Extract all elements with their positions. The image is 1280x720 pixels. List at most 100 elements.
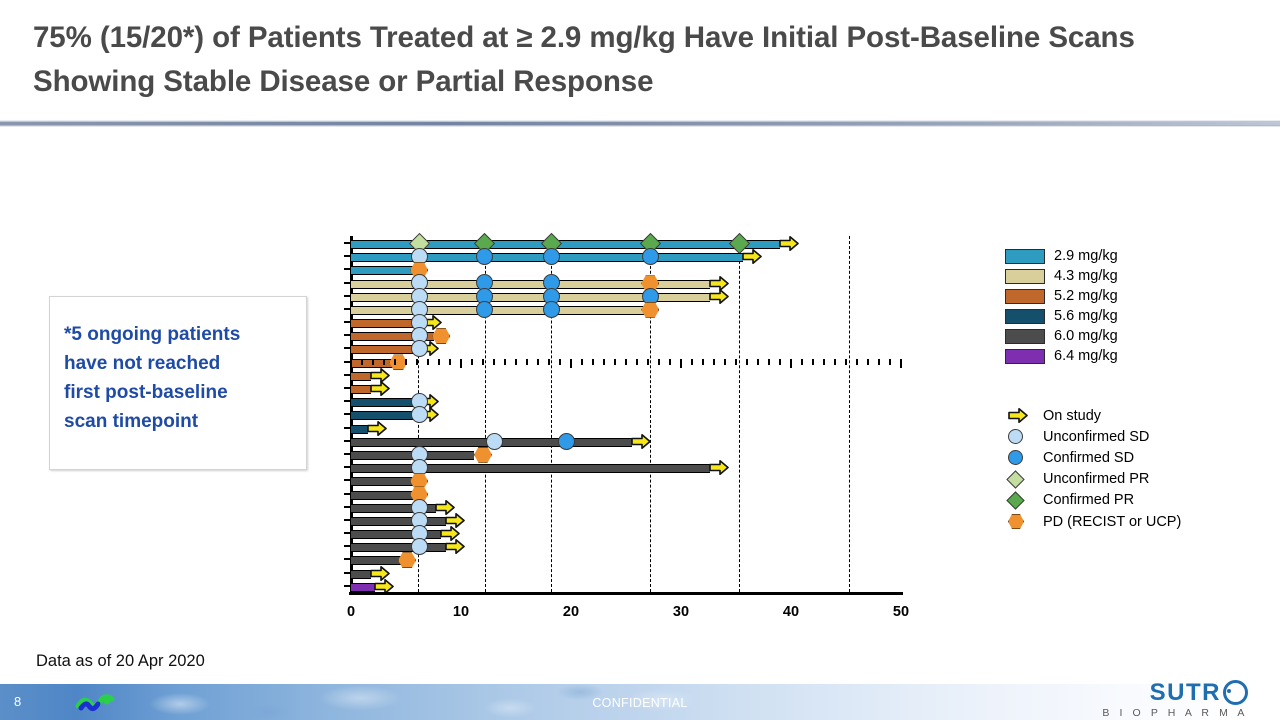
- swimmer-bar-row[interactable]: [344, 473, 901, 490]
- swimmer-bar-row[interactable]: [344, 486, 901, 503]
- gridline: [551, 236, 553, 592]
- swimmer-bar[interactable]: [351, 332, 434, 342]
- swimmer-bar[interactable]: [351, 240, 780, 249]
- swimmer-bar[interactable]: [351, 477, 416, 487]
- symbol-legend-item[interactable]: Confirmed PR: [1006, 490, 1181, 511]
- symbol-legend-item[interactable]: Confirmed SD: [1008, 447, 1181, 468]
- swimmer-bar[interactable]: [351, 266, 414, 276]
- swimmer-bar[interactable]: [351, 398, 421, 408]
- dose-legend-item[interactable]: 5.6 mg/kg: [1005, 306, 1118, 326]
- y-axis-tick: [344, 400, 351, 403]
- swimmer-bar-row[interactable]: [344, 406, 901, 424]
- swimmer-bar-row[interactable]: [344, 327, 901, 345]
- swimmer-bar[interactable]: [351, 503, 436, 513]
- swimmer-bar-row[interactable]: [344, 552, 901, 569]
- dose-legend-item[interactable]: 4.3 mg/kg: [1005, 266, 1118, 286]
- swimmer-bar[interactable]: [351, 569, 371, 579]
- swimmer-bar-row[interactable]: [344, 300, 901, 318]
- symbol-legend-item[interactable]: Unconfirmed PR: [1006, 469, 1181, 490]
- swimmer-bar-row[interactable]: [344, 367, 901, 384]
- x-tick-label: 0: [346, 604, 356, 620]
- swimmer-bar[interactable]: [351, 279, 710, 289]
- response-marker[interactable]: [542, 247, 560, 265]
- swimmer-bar-row[interactable]: [344, 538, 901, 556]
- swimmer-bar[interactable]: [351, 516, 446, 526]
- response-marker[interactable]: [475, 300, 493, 318]
- response-marker[interactable]: [558, 432, 576, 450]
- on-study-arrow-icon: [369, 367, 390, 383]
- swimmer-bar-row[interactable]: [344, 432, 901, 450]
- y-axis-tick: [344, 347, 351, 350]
- swimmer-bar[interactable]: [351, 490, 416, 500]
- symbol-legend-label: PD (RECIST or UCP): [1043, 513, 1182, 530]
- response-marker[interactable]: [485, 432, 503, 450]
- y-axis-tick: [344, 479, 351, 482]
- swimmer-bar[interactable]: [351, 543, 446, 553]
- swimmer-bar[interactable]: [351, 464, 710, 474]
- x-tick: [393, 359, 397, 365]
- dose-legend-item[interactable]: 6.4 mg/kg: [1005, 346, 1118, 366]
- x-tick: [404, 359, 408, 365]
- symbol-legend-item[interactable]: On study: [1008, 405, 1181, 426]
- x-tick: [514, 359, 518, 365]
- swimmer-bar[interactable]: [351, 385, 371, 395]
- symbol-legend-item[interactable]: Unconfirmed SD: [1008, 426, 1181, 447]
- x-tick: [778, 359, 782, 365]
- response-marker[interactable]: [432, 328, 451, 345]
- swimmer-bar[interactable]: [351, 556, 406, 566]
- response-marker[interactable]: [475, 247, 493, 265]
- y-axis-tick: [344, 466, 351, 469]
- swimmer-bar-row[interactable]: [344, 232, 901, 254]
- swimmer-bar[interactable]: [351, 582, 376, 592]
- swimmer-bar-row[interactable]: [344, 247, 901, 265]
- symbol-legend-item[interactable]: PD (RECIST or UCP): [1008, 511, 1181, 532]
- x-tick: [624, 359, 628, 365]
- response-marker[interactable]: [410, 538, 428, 556]
- dose-color-swatch: [1005, 348, 1045, 364]
- dose-legend-item[interactable]: 5.2 mg/kg: [1005, 286, 1118, 306]
- swimmer-bar[interactable]: [351, 319, 423, 329]
- swimmer-bar-row[interactable]: [344, 511, 901, 529]
- swimmer-bar-row[interactable]: [344, 578, 901, 595]
- swimmer-bar[interactable]: [351, 530, 442, 540]
- response-marker[interactable]: [641, 247, 659, 265]
- swimmer-bar-row[interactable]: [344, 420, 901, 437]
- swimmer-bar[interactable]: [351, 305, 652, 315]
- swimmer-bar-row[interactable]: [344, 565, 901, 582]
- swimmer-bar[interactable]: [351, 411, 421, 421]
- swimmer-bar-row[interactable]: [344, 274, 901, 292]
- swimmer-bar-row[interactable]: [344, 524, 901, 542]
- swimmer-bar-row[interactable]: [344, 313, 901, 331]
- swimmer-bar-row[interactable]: [344, 393, 901, 411]
- response-marker[interactable]: [474, 446, 492, 463]
- response-marker[interactable]: [398, 552, 417, 569]
- swimmer-bar-row[interactable]: [344, 340, 901, 358]
- y-axis-tick: [344, 268, 351, 271]
- y-axis-tick: [344, 255, 351, 258]
- x-tick: [833, 359, 837, 365]
- swimmer-bar-row[interactable]: [344, 498, 901, 516]
- response-marker[interactable]: [410, 406, 428, 424]
- swimmer-bar-row[interactable]: [344, 381, 901, 397]
- dose-legend-item[interactable]: 2.9 mg/kg: [1005, 246, 1118, 266]
- swimmer-bar[interactable]: [351, 345, 421, 355]
- swimmer-bar-row[interactable]: [344, 458, 901, 476]
- swimmer-bar-row[interactable]: [344, 287, 901, 305]
- swimmer-bar[interactable]: [351, 424, 368, 434]
- swimmer-bar[interactable]: [351, 371, 371, 381]
- gridline: [849, 236, 851, 592]
- swimmer-bar-row[interactable]: [344, 445, 901, 463]
- x-tick: [646, 359, 650, 365]
- x-tick: [591, 359, 595, 365]
- x-tick: [503, 359, 507, 365]
- response-marker[interactable]: [641, 301, 660, 318]
- swimmer-bar[interactable]: [351, 292, 710, 302]
- dose-legend-item[interactable]: 6.0 mg/kg: [1005, 326, 1118, 346]
- diamond-icon: [1006, 491, 1038, 510]
- on-study-arrow-icon: [708, 460, 729, 476]
- response-marker[interactable]: [410, 340, 428, 358]
- x-tick-label: 50: [892, 604, 910, 620]
- x-tick: [360, 359, 364, 365]
- response-marker[interactable]: [542, 300, 560, 318]
- on-study-arrow-icon: [374, 578, 394, 594]
